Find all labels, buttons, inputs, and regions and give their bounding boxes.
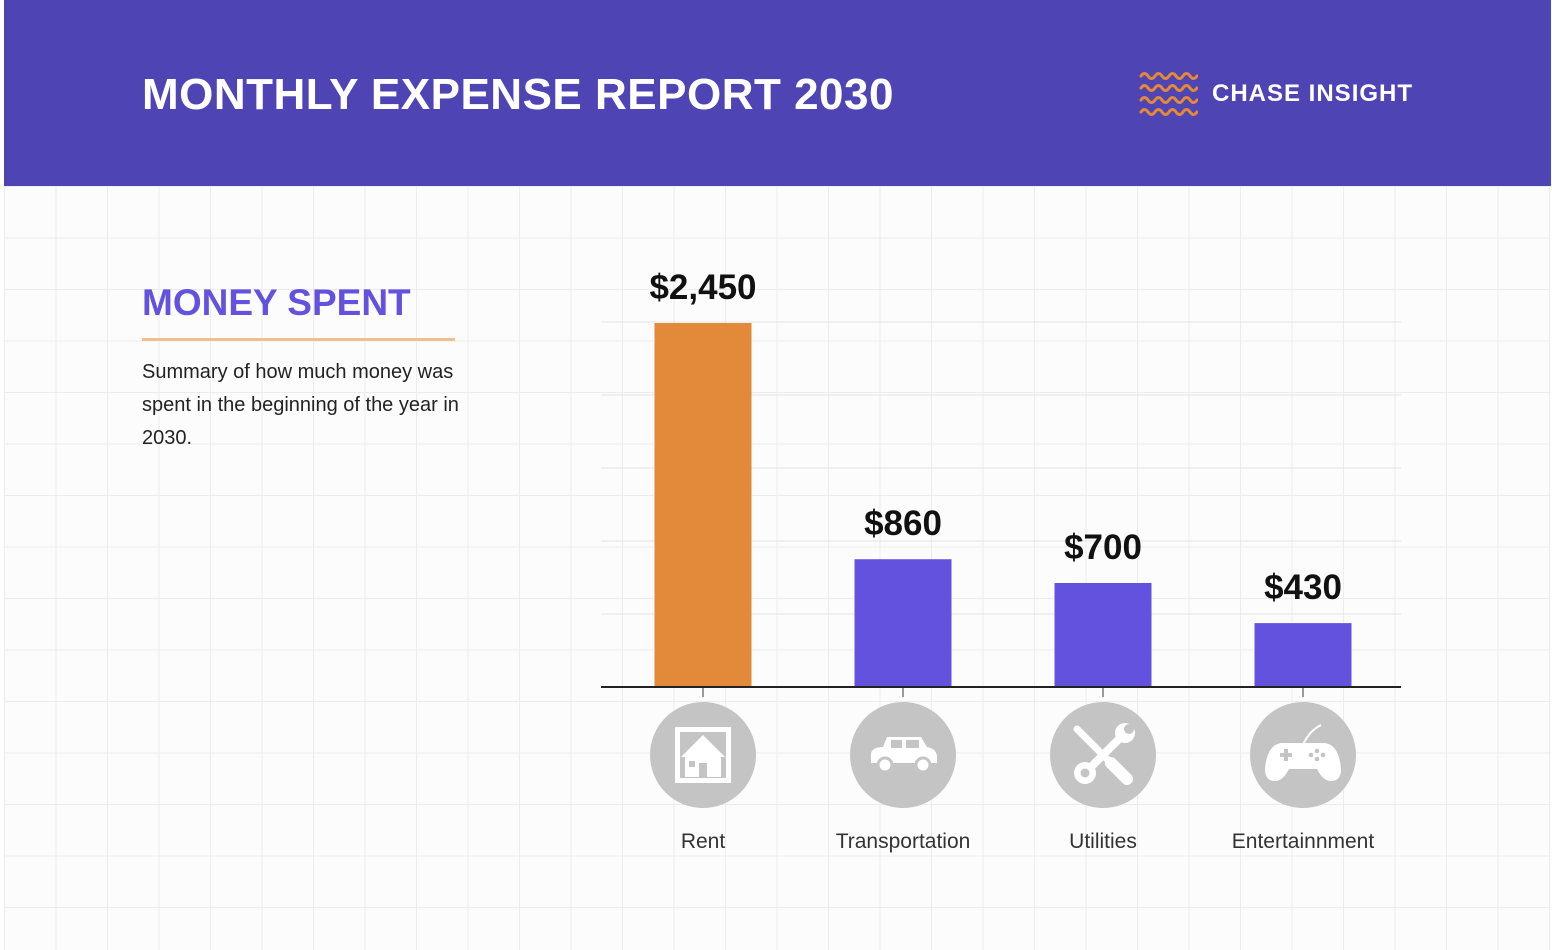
gamepad-button (1320, 752, 1326, 758)
report-title: MONTHLY EXPENSE REPORT 2030 (142, 70, 894, 119)
car-window (906, 740, 919, 748)
section-description: Summary of how much money was spent in t… (142, 361, 459, 449)
report-header: MONTHLY EXPENSE REPORT 2030 CHASE INSIGH… (4, 0, 1551, 186)
gamepad-icon (1250, 702, 1356, 808)
data-label: $700 (1064, 528, 1142, 567)
wrench-ring-hole (1080, 768, 1090, 778)
section-title: MONEY SPENT (142, 282, 411, 323)
data-label: $860 (864, 504, 942, 543)
expense-bar-chart: $2,450 Rent $860 Transportation $700 Utilitie… (601, 268, 1401, 853)
bar-utilities (1054, 583, 1152, 687)
house-door (699, 763, 707, 777)
car-body (871, 737, 937, 763)
wrench-shaft (1083, 731, 1127, 775)
gamepad-button (1314, 756, 1320, 762)
car-wheel (876, 756, 894, 774)
car-wheel (914, 756, 932, 774)
brand-name: CHASE INSIGHT (1212, 80, 1414, 107)
category-label: Rent (681, 830, 726, 853)
section-divider (142, 338, 455, 341)
bar-transportation (854, 559, 952, 687)
category-label: Utilities (1069, 830, 1137, 853)
car-window (891, 740, 902, 748)
house-icon (650, 702, 756, 808)
dpad (1284, 749, 1288, 761)
house-window (689, 761, 695, 767)
bar-rent (654, 323, 752, 687)
car-icon (850, 702, 956, 808)
house-roof (681, 735, 725, 757)
gamepad-button (1314, 748, 1320, 754)
category-label: Transportation (836, 830, 971, 853)
data-label: $2,450 (649, 268, 756, 307)
wrench-jaw (1124, 724, 1134, 734)
data-label: $430 (1264, 568, 1342, 607)
tools-icon (1050, 702, 1156, 808)
wave-logo-icon (1139, 72, 1198, 116)
category-label: Entertainnment (1232, 830, 1375, 853)
gamepad-button (1308, 752, 1314, 758)
brand: CHASE INSIGHT (1138, 70, 1418, 120)
bar-entertainnment (1254, 623, 1352, 687)
gamepad-cable (1302, 724, 1322, 746)
screwdriver-handle (1105, 757, 1133, 785)
report-page: MONTHLY EXPENSE REPORT 2030 CHASE INSIGH… (4, 0, 1551, 950)
